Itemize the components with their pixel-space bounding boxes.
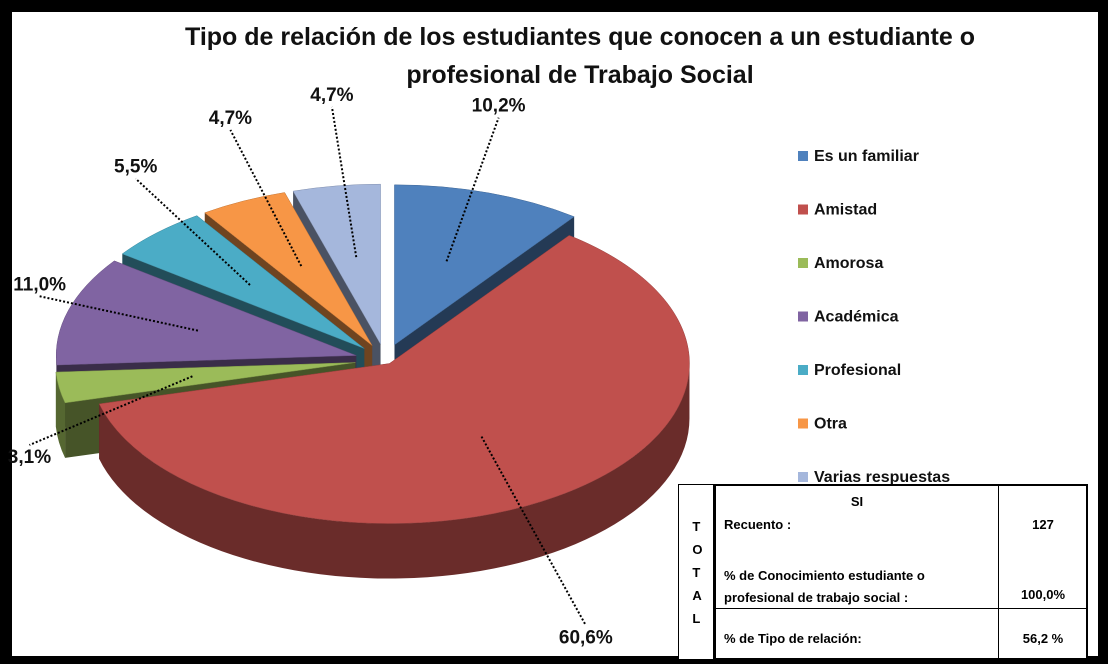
row-label: % de Tipo de relación: — [724, 631, 862, 646]
slice — [98, 235, 690, 524]
side-label: TOTAL — [692, 518, 703, 626]
data-label: 60,6% — [559, 627, 613, 648]
chart-title: Tipo de relación de los estudiantes que … — [185, 23, 975, 89]
legend-label: Amistad — [814, 202, 877, 219]
slice — [56, 260, 357, 366]
legend-swatch — [798, 204, 808, 215]
leader-line — [39, 295, 199, 332]
legend-label: Académica — [814, 309, 899, 326]
data-label: 3,1% — [8, 447, 51, 468]
row-value: 56,2 % — [1022, 631, 1064, 646]
leader-line — [229, 129, 303, 267]
slice — [292, 183, 381, 346]
legend-label: Varias respuestas — [814, 469, 950, 486]
slice-side — [55, 372, 66, 458]
data-label: 11,0% — [13, 274, 66, 295]
slice — [121, 215, 365, 349]
data-label: 4,7% — [209, 108, 252, 129]
leader-line — [330, 106, 358, 258]
row-value: 100,0% — [1020, 587, 1066, 602]
data-label: 10,2% — [472, 96, 526, 117]
legend-swatch — [798, 151, 808, 161]
row-line — [716, 608, 1086, 609]
leader-line — [445, 117, 500, 262]
legend-label: Otra — [814, 416, 847, 433]
legend-swatch — [798, 365, 808, 375]
data-label: 5,5% — [114, 157, 157, 178]
legend-label: Es un familiar — [814, 148, 919, 165]
legend-label: Profesional — [814, 362, 901, 379]
legend-label: Amorosa — [814, 255, 883, 272]
legend-swatch — [798, 472, 808, 482]
row-label: % de Conocimiento estudiante o profesion… — [724, 568, 925, 605]
slice-side — [99, 363, 690, 579]
divider — [998, 486, 999, 658]
summary-table: TOTAL SI Recuento : 127 % de Conocimient… — [678, 484, 1088, 660]
header-cell: SI — [850, 494, 864, 509]
slice — [55, 362, 356, 404]
leader-line — [29, 375, 193, 446]
slice — [204, 192, 373, 346]
table-body: SI Recuento : 127 % de Conocimiento estu… — [715, 485, 1087, 659]
data-label: 4,7% — [310, 85, 353, 106]
legend-swatch — [798, 418, 808, 429]
legend-swatch — [798, 258, 808, 268]
legend-swatch — [798, 311, 808, 322]
side-cell: TOTAL — [679, 485, 715, 659]
slice — [394, 184, 575, 346]
row-value: 127 — [1032, 517, 1054, 532]
row-label: Recuento : — [724, 517, 792, 532]
